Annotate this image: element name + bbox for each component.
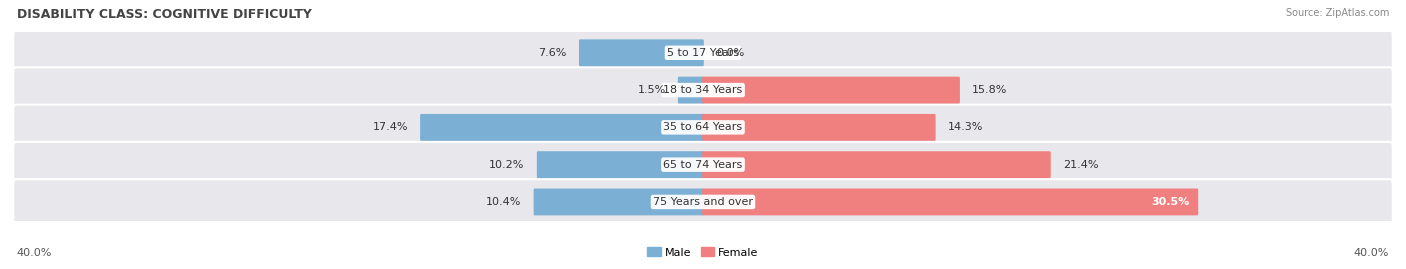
FancyBboxPatch shape xyxy=(702,151,1050,178)
Text: 21.4%: 21.4% xyxy=(1063,160,1098,170)
Text: 30.5%: 30.5% xyxy=(1152,197,1189,207)
Text: 5 to 17 Years: 5 to 17 Years xyxy=(666,48,740,58)
Text: Source: ZipAtlas.com: Source: ZipAtlas.com xyxy=(1285,8,1389,18)
FancyBboxPatch shape xyxy=(702,77,960,104)
FancyBboxPatch shape xyxy=(534,189,704,215)
Text: 7.6%: 7.6% xyxy=(538,48,567,58)
FancyBboxPatch shape xyxy=(13,105,1393,150)
Text: 14.3%: 14.3% xyxy=(948,122,983,132)
Text: 10.4%: 10.4% xyxy=(486,197,522,207)
FancyBboxPatch shape xyxy=(702,189,1198,215)
Text: 0.0%: 0.0% xyxy=(716,48,744,58)
FancyBboxPatch shape xyxy=(678,77,704,104)
Legend: Male, Female: Male, Female xyxy=(643,243,763,262)
Text: 17.4%: 17.4% xyxy=(373,122,408,132)
Text: 35 to 64 Years: 35 to 64 Years xyxy=(664,122,742,132)
Text: 1.5%: 1.5% xyxy=(637,85,665,95)
Text: DISABILITY CLASS: COGNITIVE DIFFICULTY: DISABILITY CLASS: COGNITIVE DIFFICULTY xyxy=(17,8,312,21)
Text: 40.0%: 40.0% xyxy=(1354,248,1389,258)
FancyBboxPatch shape xyxy=(13,179,1393,225)
Text: 65 to 74 Years: 65 to 74 Years xyxy=(664,160,742,170)
FancyBboxPatch shape xyxy=(420,114,704,141)
FancyBboxPatch shape xyxy=(13,30,1393,76)
Text: 15.8%: 15.8% xyxy=(972,85,1008,95)
Text: 40.0%: 40.0% xyxy=(17,248,52,258)
Text: 75 Years and over: 75 Years and over xyxy=(652,197,754,207)
Text: 18 to 34 Years: 18 to 34 Years xyxy=(664,85,742,95)
Text: 10.2%: 10.2% xyxy=(489,160,524,170)
FancyBboxPatch shape xyxy=(13,67,1393,113)
FancyBboxPatch shape xyxy=(579,39,704,66)
FancyBboxPatch shape xyxy=(537,151,704,178)
FancyBboxPatch shape xyxy=(13,142,1393,187)
FancyBboxPatch shape xyxy=(702,114,935,141)
